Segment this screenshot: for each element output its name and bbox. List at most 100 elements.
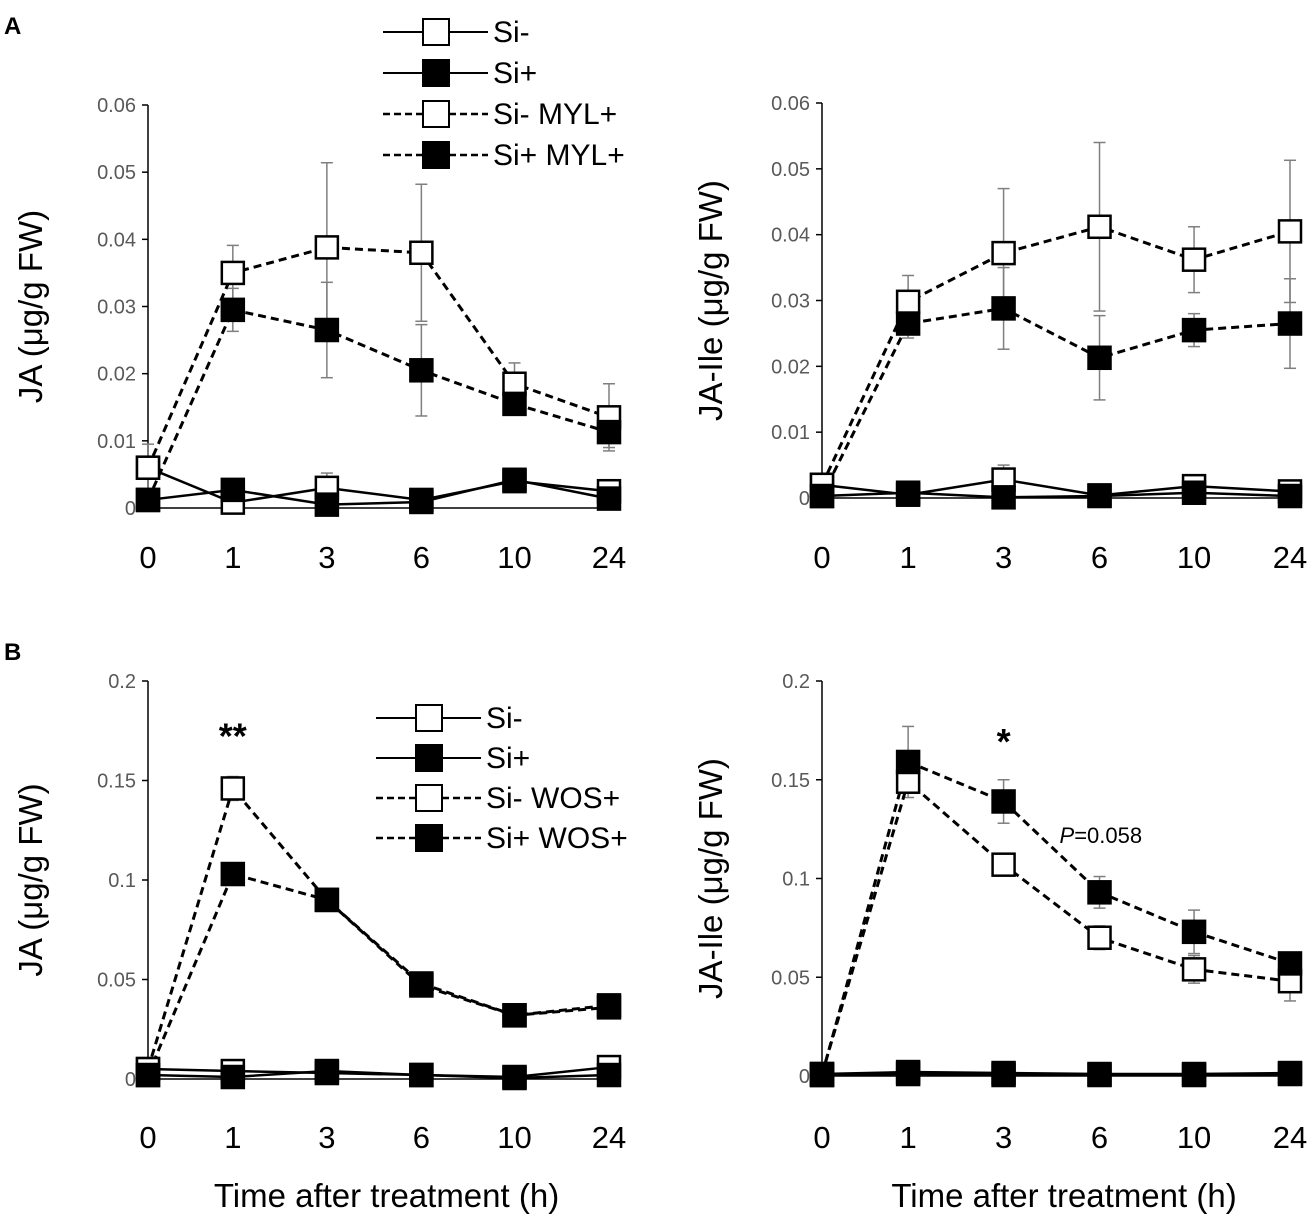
data-point [895,480,921,505]
x-tick-label: 6 [1091,540,1108,575]
y-axis-label: JA (μg/g FW) [12,783,49,976]
series-line-si- [147,478,610,506]
legend-marker [415,824,443,852]
series-line-si- [821,1072,1291,1077]
data-point [1087,880,1112,905]
data-point [502,371,527,396]
data-point [895,311,921,336]
x-tick-label: 0 [139,540,156,575]
data-point [409,1062,434,1088]
data-point [502,391,527,417]
legend-label: Si+ [486,742,530,775]
data-point [1277,219,1303,244]
x-tick-label: 1 [899,1120,916,1155]
data-point [991,1062,1016,1088]
data-point [409,240,434,266]
x-tick-label: 1 [224,540,241,575]
data-point [895,1061,921,1087]
x-tick-label: 0 [813,1120,830,1155]
data-point [314,1058,340,1084]
legend-marker [422,100,450,128]
data-point [1181,317,1207,343]
y-tick-label: 0.2 [782,671,810,693]
legend-label: Si+ WOS+ [486,822,628,855]
data-point [1277,951,1303,976]
series-line-si- [147,1069,610,1080]
x-tick-label: 3 [995,1120,1012,1155]
legend-label: Si- MYL+ [493,98,617,131]
significance-marker: ** [219,716,247,757]
y-tick-label: 0.02 [771,356,810,378]
chart-b-ja-ile: 0 0.05 0.1 0.15 0.2 0 1 3 6 10 24 JA-Ile (μg/g FW) T… [692,671,1307,1214]
data-point [1181,919,1207,945]
x-tick-label: 0 [139,1120,156,1155]
legend-a: Si- Si+ Si- MYL+ Si+ MYL+ [383,16,625,172]
x-tick-label: 6 [413,1120,430,1155]
data-point [596,486,622,511]
data-point [809,483,835,509]
series-line-si-myl- [820,225,1291,486]
data-point [809,1062,835,1088]
y-tick-label: 0 [125,1069,136,1091]
panel-label-a: A [4,13,21,40]
x-tick-label: 6 [1091,1120,1108,1155]
data-point [1181,957,1207,982]
legend-b: Si- Si+ Si- WOS+ Si+ WOS+ [376,702,628,855]
x-tick-label: 10 [1177,1120,1211,1155]
data-point [135,1062,161,1088]
data-point [220,260,246,286]
data-point [409,358,434,383]
data-point [895,289,921,315]
legend-label: Si+ MYL+ [493,139,625,172]
x-tick-label: 24 [1273,1120,1307,1155]
data-point [220,776,246,801]
data-point [1087,483,1112,509]
x-tick-label: 10 [497,540,531,575]
series-line-si-myl- [820,306,1291,497]
data-point [314,492,340,517]
y-tick-label: 0.01 [97,431,136,453]
data-point [991,789,1016,814]
y-tick-label: 0.1 [782,869,810,891]
x-tick-label: 24 [1273,540,1307,575]
y-tick-label: 0.05 [771,967,810,989]
x-tick-label: 0 [813,540,830,575]
data-point [220,861,246,887]
data-point [220,297,246,323]
data-point [1181,247,1207,272]
x-axis-label: Time after treatment (h) [891,1177,1236,1214]
legend-label: Si+ [493,57,537,90]
data-point [1181,480,1207,505]
data-point [1181,1062,1207,1088]
x-tick-label: 10 [1177,540,1211,575]
x-axis-label: Time after treatment (h) [214,1177,559,1214]
x-tick-label: 3 [318,1120,335,1155]
y-tick-label: 0.05 [771,159,810,181]
y-tick-label: 0 [799,488,810,510]
y-tick-label: 0 [125,498,136,520]
y-tick-label: 0 [799,1066,810,1088]
y-tick-label: 0.02 [97,364,136,386]
data-point [220,477,246,503]
data-point [991,240,1016,266]
data-point [409,971,434,996]
series-line-si-wos- [820,759,1291,1076]
data-point [220,1064,246,1090]
panel-label-b: B [4,639,21,666]
p-value-italic: P [1060,823,1075,848]
legend-label: Si- [486,702,523,735]
data-point [1277,483,1303,509]
data-point [991,296,1016,321]
y-tick-label: 0.2 [108,671,136,693]
data-point [314,887,340,913]
data-point [1277,1061,1303,1087]
significance-marker: * [997,721,1011,762]
y-tick-label: 0.06 [97,95,136,117]
legend-label: Si- [493,16,530,49]
data-point [409,489,434,515]
y-axis-label: JA-Ile (μg/g FW) [692,180,729,421]
series-line-si-myl- [146,308,610,501]
y-tick-label: 0.15 [97,771,136,793]
x-tick-label: 24 [592,1120,626,1155]
